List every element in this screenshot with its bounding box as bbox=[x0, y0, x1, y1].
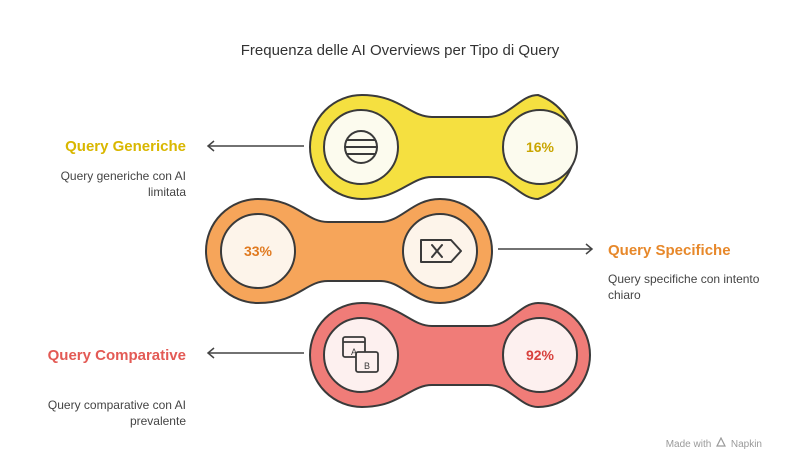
diagram-title: Frequenza delle AI Overviews per Tipo di… bbox=[240, 42, 560, 59]
napkin-brand: Napkin bbox=[730, 439, 762, 450]
label-specifiche: Query Specifiche bbox=[608, 242, 731, 259]
svg-text:A: A bbox=[351, 347, 357, 357]
tag-x-icon bbox=[420, 239, 462, 263]
label-generiche: Query Generiche bbox=[65, 138, 186, 155]
made-with-text: Made with bbox=[665, 439, 712, 450]
arrow-comparative bbox=[206, 347, 304, 359]
list-icon bbox=[344, 130, 378, 164]
capsule-specifiche: 33% bbox=[205, 197, 493, 305]
capsule-generiche: 16% bbox=[309, 93, 578, 201]
napkin-logo-icon bbox=[716, 436, 727, 450]
value-comparative: 92% bbox=[526, 347, 555, 363]
value-specifiche: 33% bbox=[244, 243, 273, 259]
desc-specifiche: Query specifiche con intento chiaro bbox=[608, 272, 760, 302]
desc-comparative: Query comparative con AI prevalente bbox=[47, 398, 186, 428]
svg-text:B: B bbox=[364, 361, 370, 371]
desc-generiche: Query generiche con AI limitata bbox=[60, 169, 186, 199]
napkin-watermark: Made with Napkin bbox=[665, 436, 762, 450]
value-generiche: 16% bbox=[526, 139, 555, 155]
arrow-generiche bbox=[206, 140, 304, 152]
label-comparative: Query Comparative bbox=[47, 347, 186, 364]
arrow-specifiche bbox=[498, 243, 594, 255]
compare-ab-icon: A B bbox=[342, 336, 379, 373]
capsule-comparative: A B 92% bbox=[309, 301, 591, 409]
